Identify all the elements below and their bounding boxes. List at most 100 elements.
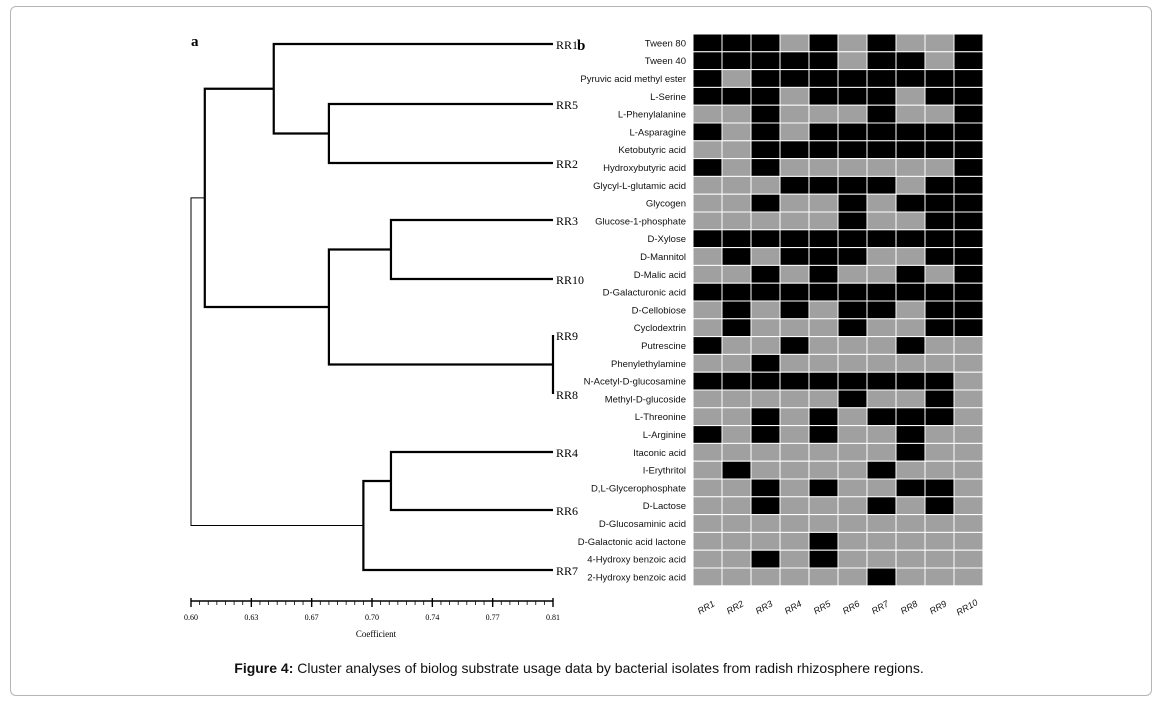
heatmap-cell (779, 193, 810, 213)
heatmap-cell (750, 211, 781, 231)
heatmap-cell (924, 496, 955, 516)
heatmap-cell (837, 425, 868, 444)
heatmap-cell (866, 425, 897, 444)
heatmap-column-label: RR4 (783, 599, 804, 617)
heatmap-cell (924, 193, 955, 213)
heatmap-cell (924, 247, 955, 266)
heatmap-cell (924, 371, 955, 391)
heatmap-column-label: RR1 (696, 599, 717, 617)
heatmap-cell (895, 353, 926, 373)
heatmap-cell (692, 104, 723, 124)
heatmap-cell (750, 282, 781, 302)
axis-tick-label: 0.81 (546, 613, 560, 622)
heatmap-row-label: Methyl-D-glucoside (605, 394, 686, 405)
heatmap-cell (895, 140, 926, 160)
heatmap-cell (895, 122, 926, 142)
heatmap-column-label: RR3 (754, 599, 775, 617)
heatmap-cell (866, 264, 897, 284)
heatmap-cell (924, 460, 955, 480)
heatmap-cell (953, 549, 984, 569)
heatmap-cell (721, 460, 752, 480)
heatmap-cell (750, 86, 781, 106)
heatmap-cell (866, 33, 897, 53)
heatmap-cell (779, 442, 810, 462)
heatmap-cell (779, 371, 810, 391)
heatmap-cell (721, 158, 752, 177)
dendrogram-branch-cluster-rr5-rr2 (327, 102, 553, 165)
heatmap-cell (779, 496, 810, 516)
heatmap-cell (808, 282, 839, 302)
heatmap-cell (895, 86, 926, 106)
heatmap-cell (750, 353, 781, 373)
heatmap-row-label: L-Threonine (635, 412, 686, 423)
heatmap-cell (866, 336, 897, 355)
heatmap-cell (808, 549, 839, 569)
heatmap-cell (721, 442, 752, 462)
heatmap-cell (866, 158, 897, 177)
heatmap-cell (692, 460, 723, 480)
heatmap-cell (779, 211, 810, 231)
heatmap-cell (808, 478, 839, 498)
heatmap-row-label: D-Mannitol (640, 252, 686, 263)
heatmap-cell (692, 407, 723, 427)
heatmap-cell (837, 407, 868, 427)
heatmap-cell (866, 86, 897, 106)
axis-tick-label: 0.74 (425, 613, 439, 622)
heatmap-cell (895, 158, 926, 177)
axis-tick-label: 0.70 (365, 613, 379, 622)
heatmap-cell (750, 229, 781, 249)
heatmap-column-label: RR9 (928, 599, 949, 617)
heatmap-cell (866, 318, 897, 338)
heatmap-cell (866, 567, 897, 587)
heatmap-cell (895, 371, 926, 391)
heatmap-cell (895, 478, 926, 498)
heatmap-cell (837, 549, 868, 569)
heatmap-cell (721, 371, 752, 391)
heatmap-cell (721, 122, 752, 142)
heatmap-cell (692, 282, 723, 302)
heatmap-column-label: RR8 (899, 599, 920, 617)
heatmap-cell (808, 33, 839, 53)
heatmap-cell (808, 371, 839, 391)
axis-title: Coefficient (356, 629, 397, 639)
heatmap-cell (953, 567, 984, 587)
dendrogram-branch-cluster-rr4-rr6 (389, 450, 553, 512)
heatmap-cell (924, 514, 955, 533)
heatmap-cell (924, 51, 955, 71)
heatmap-cell (721, 353, 752, 373)
heatmap-cell (866, 496, 897, 516)
heatmap-cell (924, 567, 955, 587)
heatmap-cell (779, 104, 810, 124)
heatmap-cell (692, 193, 723, 213)
heatmap-cell (692, 531, 723, 551)
heatmap-cell (924, 353, 955, 373)
heatmap-row-label: I-Erythritol (643, 466, 686, 477)
heatmap-cell (808, 69, 839, 88)
heatmap-cell (779, 425, 810, 444)
heatmap-cell (750, 51, 781, 71)
heatmap-cell (953, 104, 984, 124)
heatmap-cell (953, 371, 984, 391)
heatmap-cell (837, 211, 868, 231)
heatmap-row-label: D-Glucosaminic acid (599, 519, 686, 530)
heatmap-row-label: Tween 40 (645, 56, 686, 67)
heatmap-cell (721, 389, 752, 409)
heatmap-row-label: Pyruvic acid methyl ester (580, 74, 686, 85)
heatmap-cell (895, 193, 926, 213)
heatmap-cell (866, 353, 897, 373)
heatmap-cell (866, 193, 897, 213)
heatmap-cell (692, 122, 723, 142)
heatmap-cell (808, 264, 839, 284)
heatmap-cell (779, 229, 810, 249)
heatmap-cell (953, 407, 984, 427)
heatmap-column-label: RR2 (725, 599, 746, 617)
heatmap-cell (692, 300, 723, 320)
heatmap-cell (895, 531, 926, 551)
heatmap-cell (750, 407, 781, 427)
panel-b-label: b (577, 38, 585, 54)
heatmap-cell (808, 122, 839, 142)
heatmap-cell (837, 496, 868, 516)
heatmap-cell (895, 247, 926, 266)
heatmap-cell (692, 336, 723, 355)
dendrogram-branch-cluster-rr1-rr5-rr2 (272, 42, 553, 135)
